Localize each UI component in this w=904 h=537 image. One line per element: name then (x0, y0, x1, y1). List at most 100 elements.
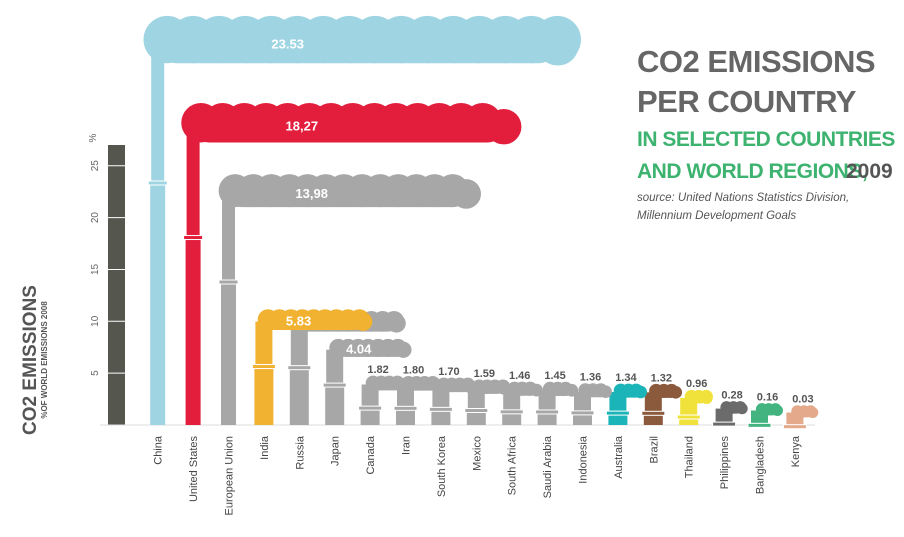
chimney-group: 23.53 (143, 15, 581, 425)
chimney-cap (287, 365, 312, 371)
x-tick-label: Thailand (684, 436, 696, 478)
value-label: 1.45 (544, 370, 565, 382)
bar (360, 406, 380, 425)
value-label: 0.03 (792, 394, 813, 406)
value-label: 1.34 (615, 372, 637, 384)
smoke-puff (807, 407, 819, 418)
x-tick-label: South Africa (507, 435, 519, 495)
bar (679, 415, 699, 425)
chimney-group: 0.16 (747, 391, 784, 428)
source: source: United Nations Statistics Divisi… (637, 192, 849, 204)
x-tick-label: Kenya (790, 435, 802, 467)
chart-title: CO2 EMISSIONS (637, 44, 875, 79)
x-tick-label: India (259, 435, 271, 460)
smoke-puff (451, 179, 481, 209)
bar (289, 365, 309, 425)
x-tick-label: Brazil (648, 436, 660, 464)
chimney-cap (641, 410, 666, 416)
chimney-cap (570, 410, 595, 416)
value-label: 1.80 (403, 364, 424, 376)
smoke-stem (151, 44, 165, 181)
value-label: 1.32 (651, 372, 672, 384)
smoke-puff (565, 383, 579, 397)
value-label: 0.96 (686, 378, 707, 390)
x-tick-label: Indonesia (578, 435, 590, 484)
value-label: 1.70 (438, 366, 459, 378)
chimney-cap (499, 409, 524, 415)
smoke-puff (387, 314, 406, 333)
smoke-puff (599, 385, 612, 399)
y-tick-label: 10 (90, 315, 101, 327)
x-tick-label: Russia (294, 435, 306, 470)
smoke-puff (395, 341, 412, 358)
smoke-stem (326, 349, 344, 384)
smoke-puff (669, 386, 683, 399)
x-tick-label: Japan (330, 436, 342, 466)
x-tick-label: Saudi Arabia (542, 435, 554, 498)
smoke-puff (429, 378, 443, 392)
chimney-group: 0.96 (676, 378, 713, 425)
chimney-group: 1.32 (641, 372, 683, 425)
x-tick-label: China (153, 435, 165, 465)
chimney-cap (358, 405, 383, 411)
chimney-cap (712, 421, 737, 427)
chimney-group: 0.28 (712, 389, 748, 427)
value-label: 5.83 (286, 314, 311, 329)
chimney-cap (322, 382, 347, 388)
chimney-cap (605, 410, 630, 416)
chimney-group: 1.70 (428, 366, 477, 425)
chimney-group: 1.45 (535, 370, 579, 425)
value-label: 0.16 (757, 391, 778, 403)
chimney-cap (393, 405, 418, 411)
smoke-stem (186, 126, 200, 236)
value-label: 1.59 (474, 368, 495, 380)
value-label: 4.04 (346, 342, 372, 357)
x-tick-label: South Korea (436, 435, 448, 497)
x-tick-label: Canada (365, 435, 377, 474)
smoke-puff (771, 404, 784, 417)
y-tick-label: 20 (90, 212, 101, 224)
smoke-puff (394, 377, 408, 392)
chimney-cap (676, 414, 701, 420)
x-tick-label: Iran (401, 436, 413, 455)
chimney-cap (428, 406, 453, 412)
chimney-cap (464, 408, 489, 414)
chimney-cap (147, 180, 168, 186)
chart-title: PER COUNTRY (637, 84, 857, 119)
smoke-puff (736, 403, 748, 415)
smoke-stem (290, 323, 308, 366)
x-tick-label: Philippines (719, 436, 731, 490)
y-axis-label: CO2 EMISSIONS (20, 285, 41, 435)
chimney-group: 1.36 (570, 372, 612, 425)
chart-subtitle: AND WORLD REGIONS, (637, 160, 867, 183)
chimney-group: 1.59 (464, 368, 511, 425)
smoke-stem (222, 193, 235, 281)
smoke-puff (634, 385, 647, 399)
y-axis-column (108, 145, 125, 425)
x-tick-label: Mexico (471, 436, 483, 471)
value-label: 1.36 (580, 372, 601, 384)
chart-subtitle: IN SELECTED COUNTRIES (637, 128, 895, 151)
chimney-cap (218, 279, 239, 285)
source: Millennium Development Goals (637, 210, 796, 222)
y-axis-sublabel: %OF WORLD EMISSIONS 2008 (40, 301, 49, 419)
plot-area: 5 10 15 20 25 0.03 0.16 0.28 0.96 1.32 1.34 1.36 1.4… (90, 15, 819, 516)
bar (325, 383, 345, 425)
value-label: 23.53 (271, 36, 304, 51)
chimney-group: 0.03 (782, 394, 819, 430)
x-tick-label: United States (188, 436, 200, 503)
smoke-puff (496, 381, 510, 395)
smoke-puff (485, 108, 522, 145)
y-tick-label: 25 (90, 160, 101, 172)
chimney-group: 5.83 (251, 309, 373, 425)
y-tick-label: 5 (90, 370, 101, 376)
y-tick-label: 15 (90, 263, 101, 275)
chimney-group: 1.46 (499, 370, 543, 425)
chimney-group: 18,27 (181, 103, 522, 425)
x-tick-label: Bangladesh (755, 436, 767, 494)
chimney-cap (183, 235, 204, 241)
smoke-puff (463, 379, 477, 393)
x-tick-label: Australia (613, 435, 625, 479)
smoke-puff (700, 391, 713, 405)
